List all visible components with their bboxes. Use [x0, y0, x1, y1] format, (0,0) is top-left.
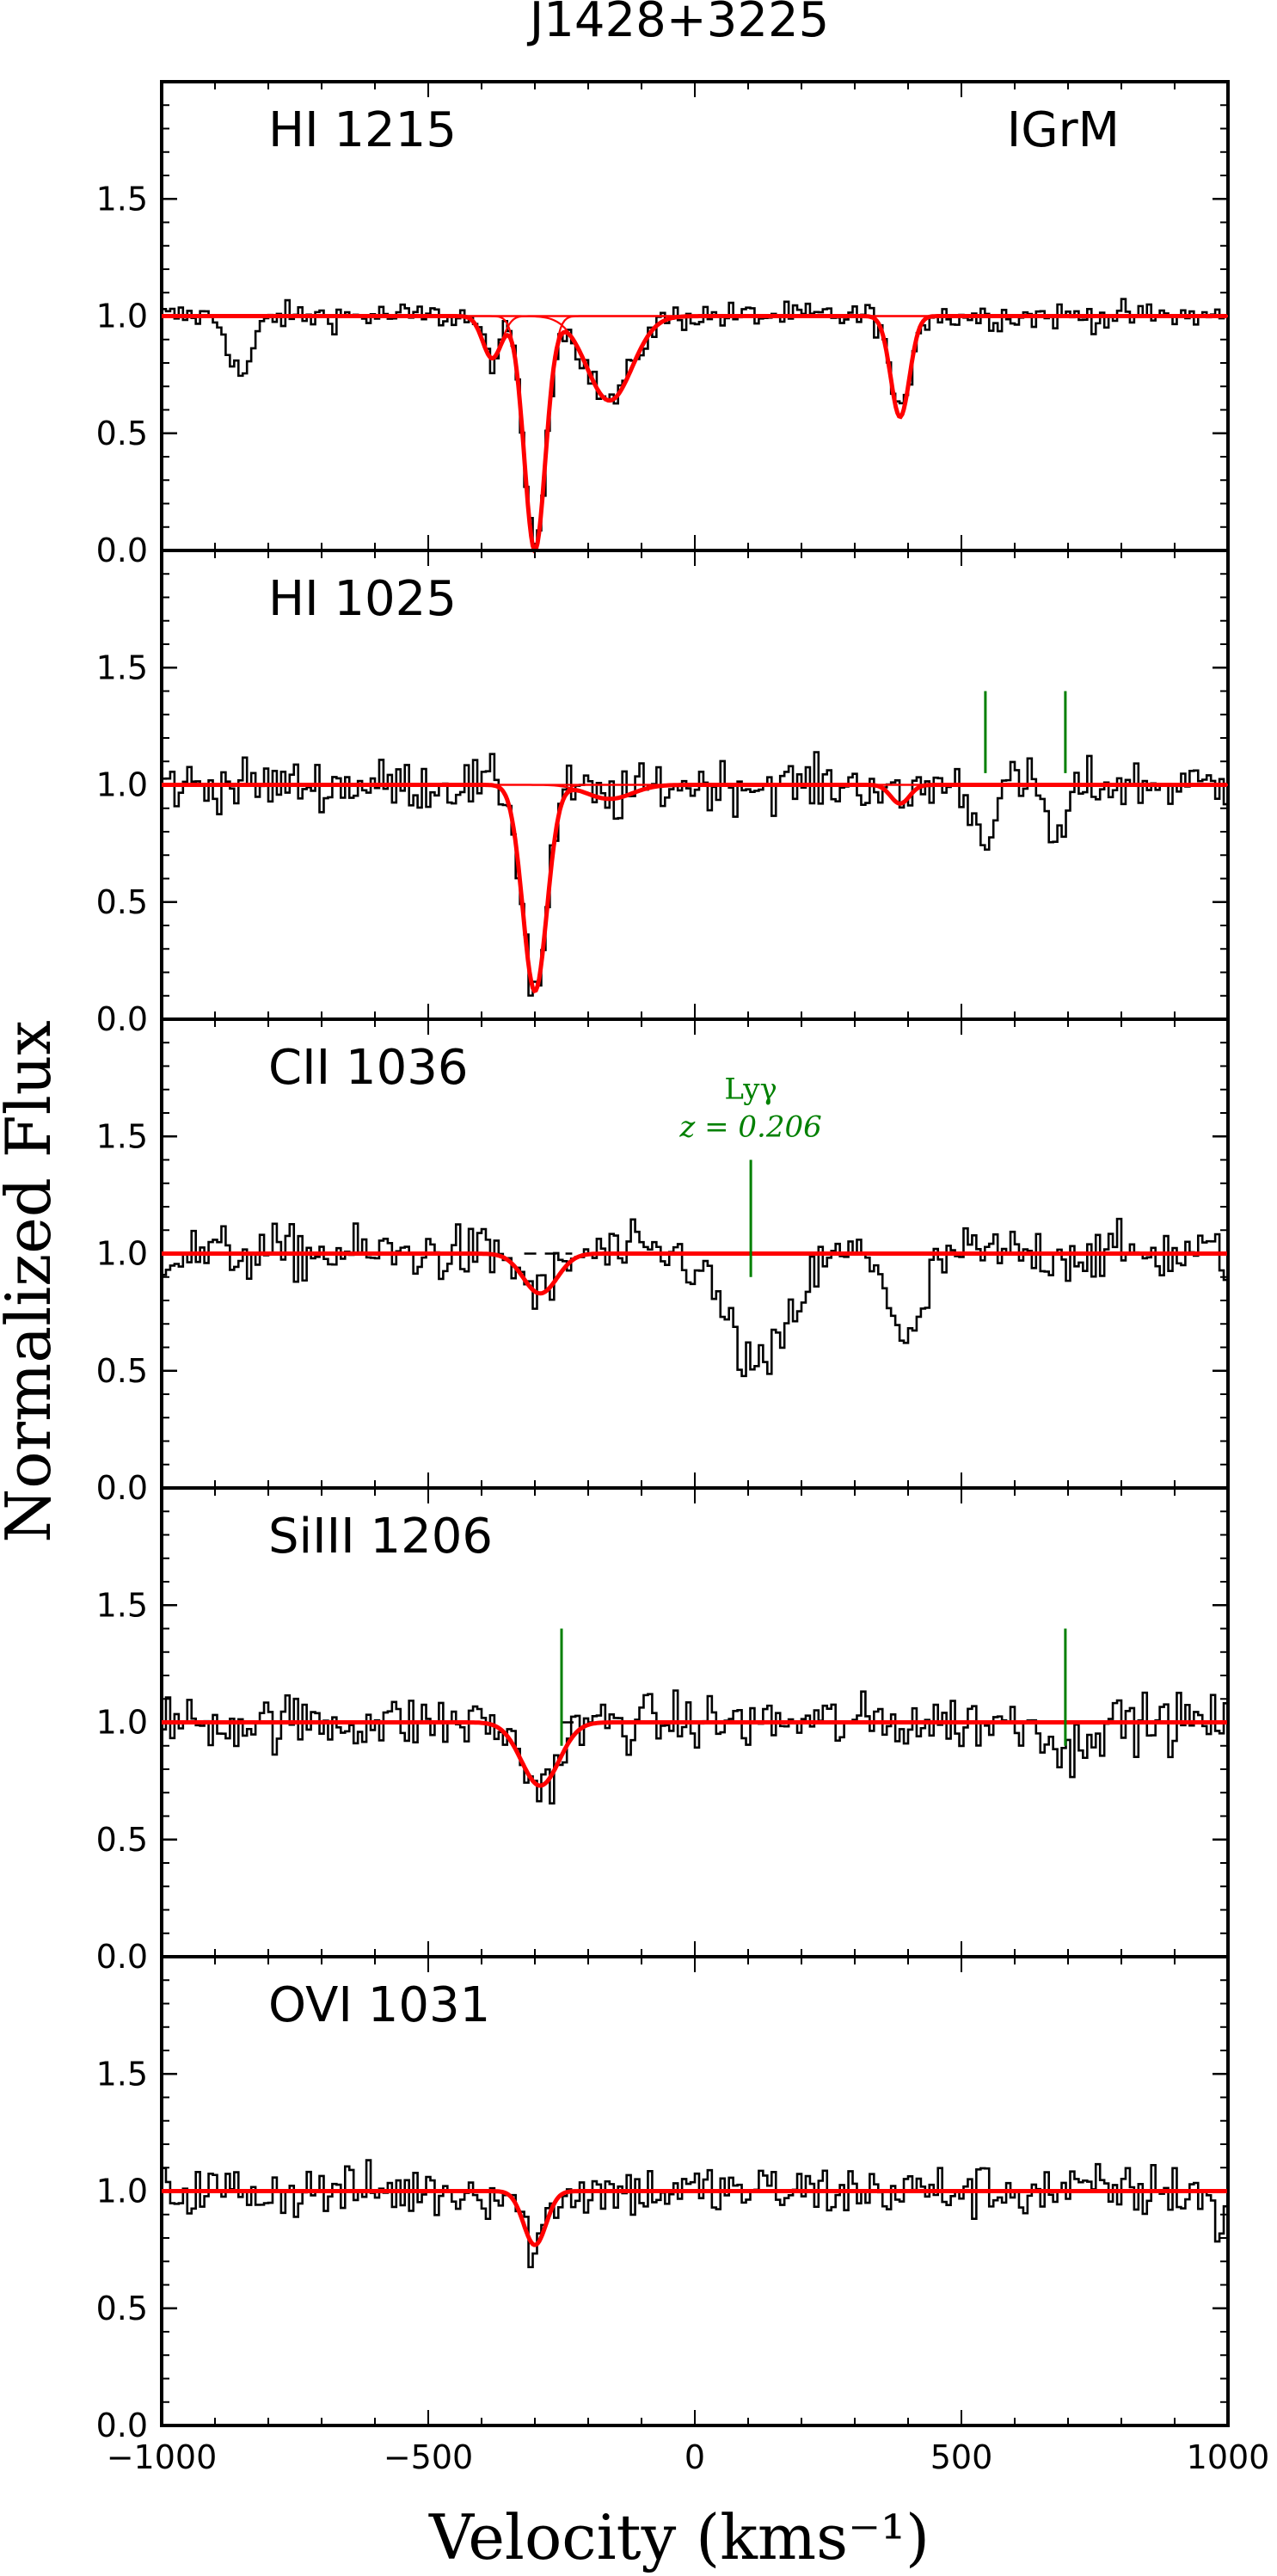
- x-axis: −1000 −500 0 500 1000: [107, 2438, 1270, 2476]
- y-tick-label: 1.5: [96, 180, 148, 218]
- x-tick-label: 500: [930, 2438, 993, 2476]
- component-fit: [162, 315, 1228, 419]
- annotation-redshift: z = 0.206: [678, 1110, 821, 1144]
- y-tick-label: 1.0: [96, 1235, 148, 1273]
- x-tick-label: −500: [384, 2438, 473, 2476]
- y-tick-label: 0.0: [96, 1469, 148, 1507]
- panel-label: HI 1215: [268, 102, 457, 158]
- panel-label: CII 1036: [268, 1040, 468, 1096]
- panel-4: 0.0 0.5 1.0 1.5 SiIII 1206: [96, 1486, 1230, 1976]
- y-tick-label: 1.0: [96, 298, 148, 335]
- component-fit: [162, 784, 1228, 993]
- figure-title: J1428+3225: [527, 0, 829, 48]
- total-fit: [162, 1251, 1227, 1296]
- data-spectrum: [162, 1217, 1228, 1378]
- y-tick-label: 0.0: [96, 1938, 148, 1976]
- x-tick-label: 0: [685, 2438, 705, 2476]
- y-tick-label: 0.5: [96, 2290, 148, 2327]
- y-tick-label: 1.0: [96, 766, 148, 804]
- component-fit: [162, 315, 1228, 553]
- y-tick-label: 1.5: [96, 1586, 148, 1624]
- y-tick-label: 1.0: [96, 1704, 148, 1742]
- panel-1: 0.0 0.5 1.0 1.5 HI 1215 IGrM: [96, 80, 1230, 569]
- panel-2: 0.0 0.5 1.0 1.5 HI 1025: [96, 549, 1230, 1038]
- total-fit: [162, 314, 1227, 554]
- panel-label: HI 1025: [268, 571, 457, 627]
- annotation-line: Lyγ: [724, 1073, 777, 1107]
- y-tick-label: 0.0: [96, 1000, 148, 1038]
- total-fit: [162, 1720, 1227, 1788]
- x-axis-title: Velocity (kms⁻¹): [428, 2501, 930, 2573]
- data-spectrum: [162, 2159, 1228, 2269]
- panel-5: 0.0 0.5 1.0 1.5 OVI 1031: [96, 1955, 1230, 2444]
- y-tick-label: 1.0: [96, 2173, 148, 2210]
- y-tick-label: 0.0: [96, 2407, 148, 2444]
- y-tick-label: 1.5: [96, 1117, 148, 1155]
- x-tick-label: 1000: [1187, 2438, 1270, 2476]
- panel-corner-label: IGrM: [1007, 102, 1120, 158]
- panels: 0.0 0.5 1.0 1.5 HI 1215 IGrM 0.0 0.5 1.0 1.5 HI 10…: [96, 80, 1230, 2444]
- y-tick-label: 0.0: [96, 532, 148, 569]
- data-spectrum: [162, 298, 1228, 550]
- panel-label: SiIII 1206: [268, 1509, 493, 1565]
- data-spectrum: [162, 1689, 1228, 1804]
- y-tick-label: 0.5: [96, 1352, 148, 1390]
- panel-label: OVI 1031: [268, 1977, 490, 2033]
- component-fit: [162, 315, 1228, 402]
- y-tick-label: 1.5: [96, 649, 148, 686]
- data-spectrum: [162, 751, 1228, 997]
- total-fit: [162, 2189, 1227, 2247]
- y-tick-label: 0.5: [96, 415, 148, 452]
- y-tick-label: 0.5: [96, 883, 148, 921]
- y-tick-label: 0.5: [96, 1821, 148, 1859]
- total-fit: [162, 783, 1227, 994]
- y-axis-title: Normalized Flux: [0, 1020, 64, 1543]
- x-tick-label: −1000: [107, 2438, 218, 2476]
- y-tick-label: 1.5: [96, 2055, 148, 2093]
